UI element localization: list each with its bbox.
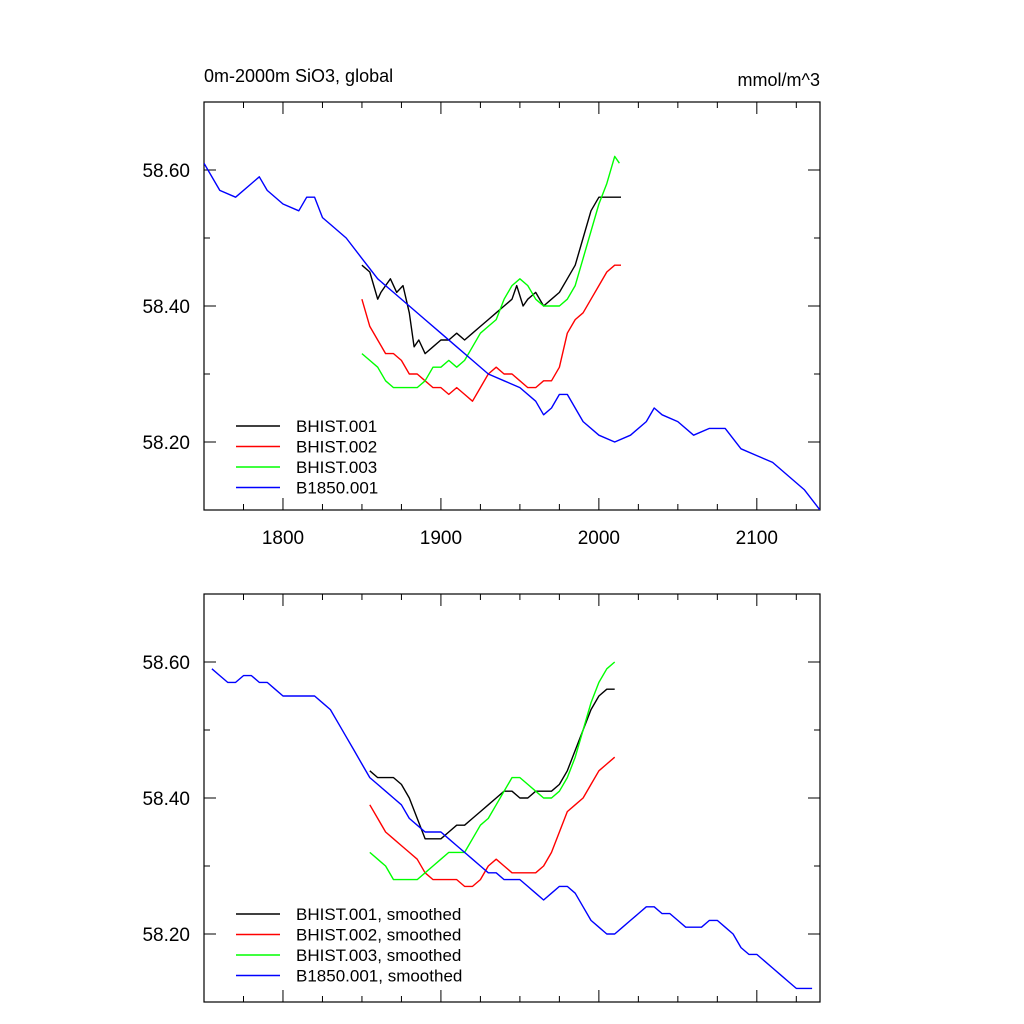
chart-title: 0m-2000m SiO3, global: [204, 66, 393, 86]
legend-label: BHIST.002: [296, 438, 377, 457]
series-line: [369, 661, 616, 881]
series-line: [211, 668, 813, 990]
x-tick-label: 2100: [736, 528, 778, 549]
series-line: [369, 688, 615, 840]
legend-label: BHIST.003: [296, 458, 377, 477]
x-tick-label: 2000: [578, 528, 620, 549]
series-line: [204, 162, 820, 510]
series-line: [369, 756, 616, 888]
series-line: [361, 264, 621, 402]
y-tick-label: 58.20: [142, 925, 190, 946]
bottom-panel: 58.20 58.40 58.60 BHIST.001, smoothed BHIST.…: [142, 593, 821, 1003]
series-line: [361, 196, 621, 355]
y-tick-label: 58.20: [142, 433, 190, 454]
series-line: [361, 155, 620, 389]
legend-label: BHIST.001, smoothed: [296, 905, 461, 924]
legend-label: BHIST.003, smoothed: [296, 946, 461, 965]
y-tick-label: 58.60: [142, 653, 190, 674]
units-label: mmol/m^3: [738, 70, 820, 90]
x-tick-label: 1900: [420, 528, 462, 549]
legend-label: BHIST.001: [296, 417, 377, 436]
legend-label: BHIST.002, smoothed: [296, 926, 461, 945]
legend-label: B1850.001, smoothed: [296, 967, 462, 986]
y-tick-label: 58.60: [142, 161, 190, 182]
x-tick-label: 1800: [262, 528, 304, 549]
legend-label: B1850.001: [296, 479, 378, 498]
top-panel: 0m-2000m SiO3, global mmol/m^3 58.20 58.4…: [142, 66, 821, 549]
y-tick-label: 58.40: [142, 789, 190, 810]
y-tick-label: 58.40: [142, 297, 190, 318]
